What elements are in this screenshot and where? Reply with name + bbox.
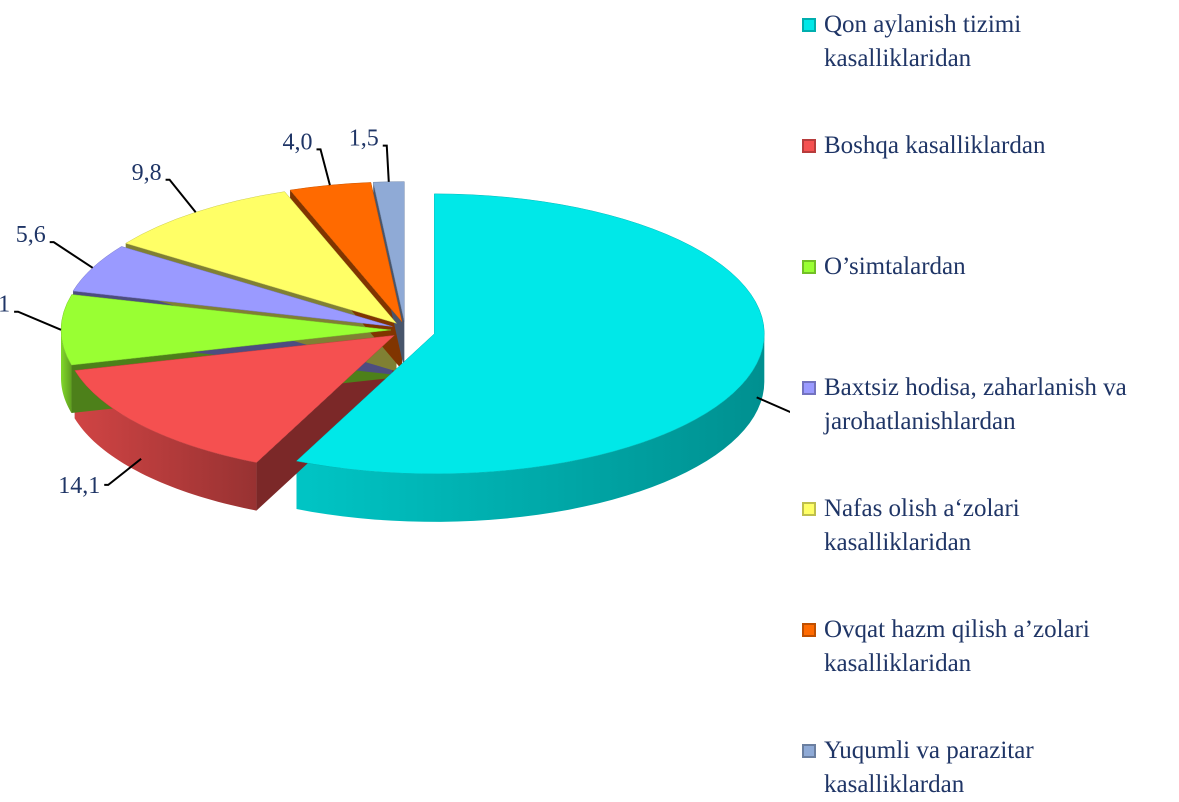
slice (60, 294, 392, 366)
chart: 56,814,18,15,69,84,01,5 (0, 126, 790, 522)
leader-line (14, 310, 62, 331)
slice (295, 193, 765, 475)
data-label: 5,6 (16, 222, 46, 248)
leader-line (104, 458, 142, 486)
legend-entry: Nafas olish a‘zolari kasalliklaridan (800, 492, 1170, 560)
legend-swatch (802, 502, 816, 516)
legend-entry: Boshqa kasalliklardan (800, 129, 1170, 163)
legend-label: Qon aylanish tizimi kasalliklaridan (824, 11, 1022, 72)
slice-tops (60, 181, 765, 475)
data-label: 9,8 (132, 160, 162, 186)
data-label: 1,5 (349, 126, 379, 152)
slice-side (61, 329, 72, 414)
legend-label: Boshqa kasalliklardan (824, 132, 1046, 159)
data-label: 4,0 (283, 129, 313, 155)
slice (125, 191, 398, 324)
legend-label: Ovqat hazm qilish a’zolari kasalliklarid… (824, 616, 1090, 677)
legend-entry: Yuqumli va parazitar kasalliklardan (800, 734, 1170, 802)
legend-entry: Baxtsiz hodisa, zaharlanish va jarohatla… (800, 371, 1170, 439)
legend-label: Nafas olish a‘zolari kasalliklaridan (824, 495, 1020, 556)
slice-side (296, 333, 765, 522)
legend-swatch (802, 18, 816, 32)
legend-swatch (802, 744, 816, 758)
legend-label: O’simtalardan (824, 253, 966, 280)
data-label: 8,1 (0, 292, 10, 318)
leader-line (756, 396, 790, 414)
leader-line (49, 241, 94, 269)
legend-label: Yuqumli va parazitar kasalliklardan (824, 737, 1034, 798)
legend-swatch (802, 260, 816, 274)
legend-entry: Qon aylanish tizimi kasalliklaridan (800, 8, 1170, 76)
legend-swatch (802, 381, 816, 395)
slice-side (74, 370, 257, 511)
slice (72, 246, 393, 327)
legend-swatch (802, 623, 816, 637)
leader-line (382, 144, 390, 182)
legend-swatch (802, 139, 816, 153)
legend-label: Baxtsiz hodisa, zaharlanish va jarohatla… (824, 374, 1127, 435)
legend-entry: O’simtalardan (800, 250, 1170, 284)
leader-line (165, 178, 197, 213)
data-label: 14,1 (58, 473, 100, 499)
legend-entry: Ovqat hazm qilish a’zolari kasalliklarid… (800, 613, 1170, 681)
slice (74, 335, 395, 463)
leader-line (316, 148, 331, 186)
